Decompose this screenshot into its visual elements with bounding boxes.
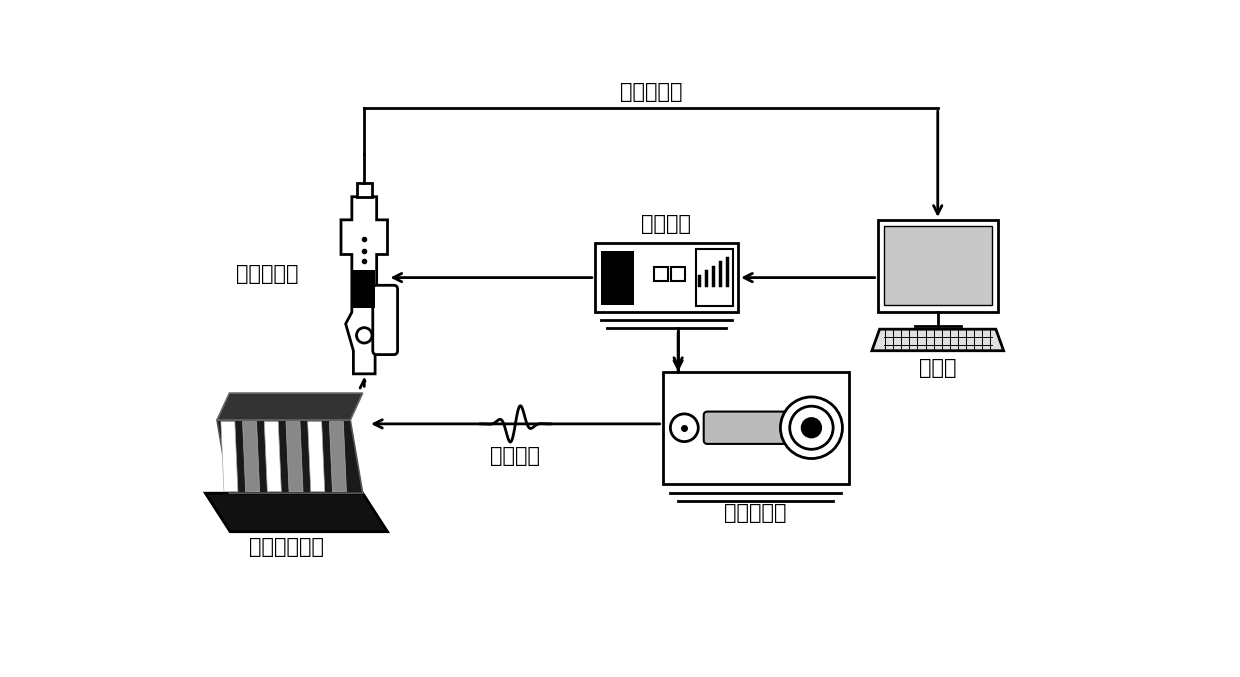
Bar	[878, 220, 998, 312]
Text: 计算机: 计算机	[919, 357, 956, 378]
Polygon shape	[243, 422, 259, 492]
Bar	[595, 243, 738, 312]
Polygon shape	[286, 422, 303, 492]
Polygon shape	[206, 493, 387, 531]
Polygon shape	[872, 329, 1003, 351]
Text: 功率发生器: 功率发生器	[724, 503, 787, 523]
Polygon shape	[308, 422, 325, 492]
Circle shape	[357, 328, 372, 343]
Circle shape	[780, 397, 842, 458]
Bar	[601, 250, 634, 305]
Bar	[655, 267, 668, 281]
Circle shape	[671, 414, 698, 441]
Bar	[357, 183, 372, 197]
Polygon shape	[330, 422, 346, 492]
Text: 新型磁筜线圈: 新型磁筜线圈	[249, 537, 324, 557]
Text: 热图像数据: 热图像数据	[620, 82, 682, 102]
Polygon shape	[221, 422, 238, 492]
Polygon shape	[217, 393, 363, 420]
Bar	[662, 372, 848, 483]
FancyBboxPatch shape	[704, 412, 789, 444]
Circle shape	[790, 406, 833, 450]
Bar	[884, 226, 992, 305]
FancyBboxPatch shape	[373, 285, 398, 355]
Bar	[671, 267, 684, 281]
Polygon shape	[264, 422, 281, 492]
Text: 激励信号: 激励信号	[490, 446, 541, 466]
Polygon shape	[217, 420, 363, 493]
Circle shape	[802, 418, 821, 437]
Text: 红外热像仪: 红外热像仪	[236, 264, 299, 284]
Bar	[696, 249, 733, 306]
Text: 同步控制: 同步控制	[641, 214, 692, 234]
Bar	[353, 270, 374, 309]
Polygon shape	[341, 197, 387, 374]
